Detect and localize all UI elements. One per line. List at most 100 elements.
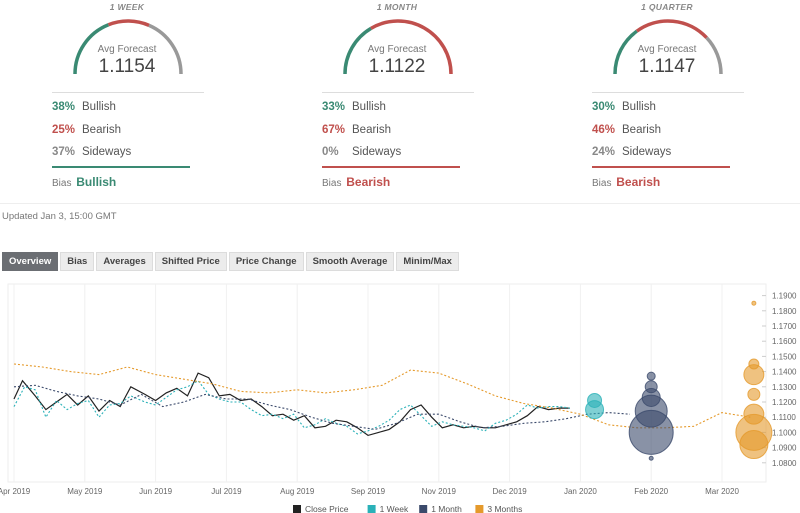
y-tick-label: 1.1800 bbox=[772, 307, 797, 316]
sideways-label: Sideways bbox=[82, 146, 132, 158]
forecast-bubble bbox=[751, 300, 757, 306]
x-tick-label: Feb 2020 bbox=[634, 487, 668, 496]
forecast-chart: Apr 2019 May 2019 Jun 2019 Jul 2019 Aug 2019… bbox=[0, 283, 797, 513]
legend-swatch bbox=[367, 505, 376, 513]
bearish-pct: 46% bbox=[592, 124, 616, 136]
bearish-label: Bearish bbox=[352, 124, 391, 136]
bias-value: Bearish bbox=[346, 175, 391, 189]
legend-item: 1 Week bbox=[380, 504, 409, 513]
y-tick-label: 1.1200 bbox=[772, 398, 797, 407]
legend-swatch bbox=[475, 505, 484, 513]
bearish-pct: 25% bbox=[52, 124, 76, 136]
y-tick-label: 1.0800 bbox=[772, 459, 797, 468]
bearish-row: 25% Bearish bbox=[52, 124, 204, 136]
sideways-pct: 24% bbox=[592, 146, 616, 158]
bearish-label: Bearish bbox=[82, 124, 121, 136]
tab-smooth-average[interactable]: Smooth Average bbox=[305, 252, 395, 271]
tab-price-change[interactable]: Price Change bbox=[228, 252, 304, 271]
x-tick-label: Jun 2019 bbox=[139, 487, 172, 496]
bullish-label: Bullish bbox=[622, 101, 656, 113]
avg-forecast-value: 1.1122 bbox=[368, 56, 426, 77]
bias-underline bbox=[322, 166, 460, 168]
sideways-label: Sideways bbox=[622, 146, 672, 158]
bearish-pct: 67% bbox=[322, 124, 346, 136]
bias-row: Bias Bearish bbox=[592, 175, 660, 189]
gauge-sideways-arc bbox=[705, 36, 723, 75]
period-label: 1 WEEK bbox=[109, 2, 145, 12]
bearish-row: 67% Bearish bbox=[322, 124, 474, 136]
forecast-gauge bbox=[343, 19, 453, 75]
forecast-gauge bbox=[613, 19, 723, 75]
forecast-bubble bbox=[743, 364, 765, 386]
avg-forecast-label: Avg Forecast bbox=[367, 44, 427, 55]
bullish-row: 33% Bullish bbox=[322, 101, 474, 113]
bearish-row: 46% Bearish bbox=[592, 124, 744, 136]
bias-underline bbox=[592, 166, 730, 168]
legend-item: Close Price bbox=[305, 504, 349, 513]
series-line-3-months bbox=[13, 363, 751, 429]
tab-averages[interactable]: Averages bbox=[96, 252, 153, 271]
sideways-row: 24% Sideways bbox=[592, 146, 744, 158]
y-tick-label: 1.1400 bbox=[772, 368, 797, 377]
bias-value: Bullish bbox=[76, 175, 117, 189]
avg-forecast-label: Avg Forecast bbox=[97, 44, 157, 55]
bias-value: Bearish bbox=[616, 175, 661, 189]
y-tick-label: 1.1700 bbox=[772, 322, 797, 331]
tab-bias[interactable]: Bias bbox=[60, 252, 95, 271]
period-label: 1 MONTH bbox=[376, 2, 418, 12]
y-tick-label: 1.1900 bbox=[772, 292, 797, 301]
bias-row: Bias Bullish bbox=[52, 175, 116, 189]
gauge-bearish-arc bbox=[635, 19, 708, 39]
bullish-pct: 33% bbox=[322, 101, 346, 113]
legend-item: 1 Month bbox=[431, 504, 462, 513]
x-tick-label: Jan 2020 bbox=[564, 487, 597, 496]
gauge-bullish-arc bbox=[343, 26, 372, 75]
x-tick-label: Dec 2019 bbox=[492, 487, 527, 496]
y-tick-label: 1.1500 bbox=[772, 352, 797, 361]
y-tick-label: 1.1300 bbox=[772, 383, 797, 392]
y-tick-label: 1.1100 bbox=[772, 413, 796, 422]
avg-forecast-label: Avg Forecast bbox=[637, 44, 697, 55]
bias-label: Bias bbox=[592, 178, 612, 189]
chart-tabs: Overview Bias Averages Shifted Price Pri… bbox=[2, 252, 459, 271]
x-tick-label: Aug 2019 bbox=[280, 487, 315, 496]
sideways-label: Sideways bbox=[352, 146, 402, 158]
sideways-row: 0% Sideways bbox=[322, 146, 474, 158]
gauge-bearish-arc bbox=[107, 19, 150, 27]
y-tick-label: 1.1600 bbox=[772, 337, 797, 346]
sideways-pct: 37% bbox=[52, 146, 76, 158]
sideways-row: 37% Sideways bbox=[52, 146, 204, 158]
forecast-bubble bbox=[648, 455, 654, 461]
y-tick-label: 1.1000 bbox=[772, 428, 797, 437]
gauge-sideways-arc bbox=[148, 23, 183, 75]
avg-forecast-value: 1.1154 bbox=[98, 56, 156, 77]
bias-row: Bias Bearish bbox=[322, 175, 390, 189]
bullish-pct: 38% bbox=[52, 101, 76, 113]
bearish-label: Bearish bbox=[622, 124, 661, 136]
x-tick-label: Apr 2019 bbox=[0, 487, 31, 496]
series-line-1-month bbox=[13, 384, 631, 430]
forecast-bubble bbox=[747, 387, 761, 401]
tab-shifted-price[interactable]: Shifted Price bbox=[154, 252, 227, 271]
legend-swatch bbox=[419, 505, 428, 513]
forecast-gauge bbox=[73, 19, 183, 75]
x-tick-label: Jul 2019 bbox=[211, 487, 242, 496]
forecast-bubble bbox=[739, 430, 769, 460]
legend-swatch bbox=[293, 505, 301, 513]
x-tick-label: May 2019 bbox=[67, 487, 103, 496]
tab-minim-max[interactable]: Minim/Max bbox=[396, 252, 459, 271]
divider bbox=[52, 92, 204, 93]
gauge-bullish-arc bbox=[613, 29, 638, 75]
series-line-1-week bbox=[13, 379, 570, 435]
x-tick-label: Nov 2019 bbox=[422, 487, 457, 496]
plot-area bbox=[7, 283, 767, 483]
legend-item: 3 Months bbox=[487, 504, 522, 513]
avg-forecast-value: 1.1147 bbox=[638, 56, 696, 77]
updated-timestamp: Updated Jan 3, 15:00 GMT bbox=[2, 211, 117, 222]
y-tick-label: 1.0900 bbox=[772, 444, 797, 453]
bullish-label: Bullish bbox=[352, 101, 386, 113]
tab-overview[interactable]: Overview bbox=[2, 252, 59, 271]
divider bbox=[592, 92, 744, 93]
sideways-pct: 0% bbox=[322, 146, 339, 158]
forecast-bubble bbox=[585, 400, 605, 420]
